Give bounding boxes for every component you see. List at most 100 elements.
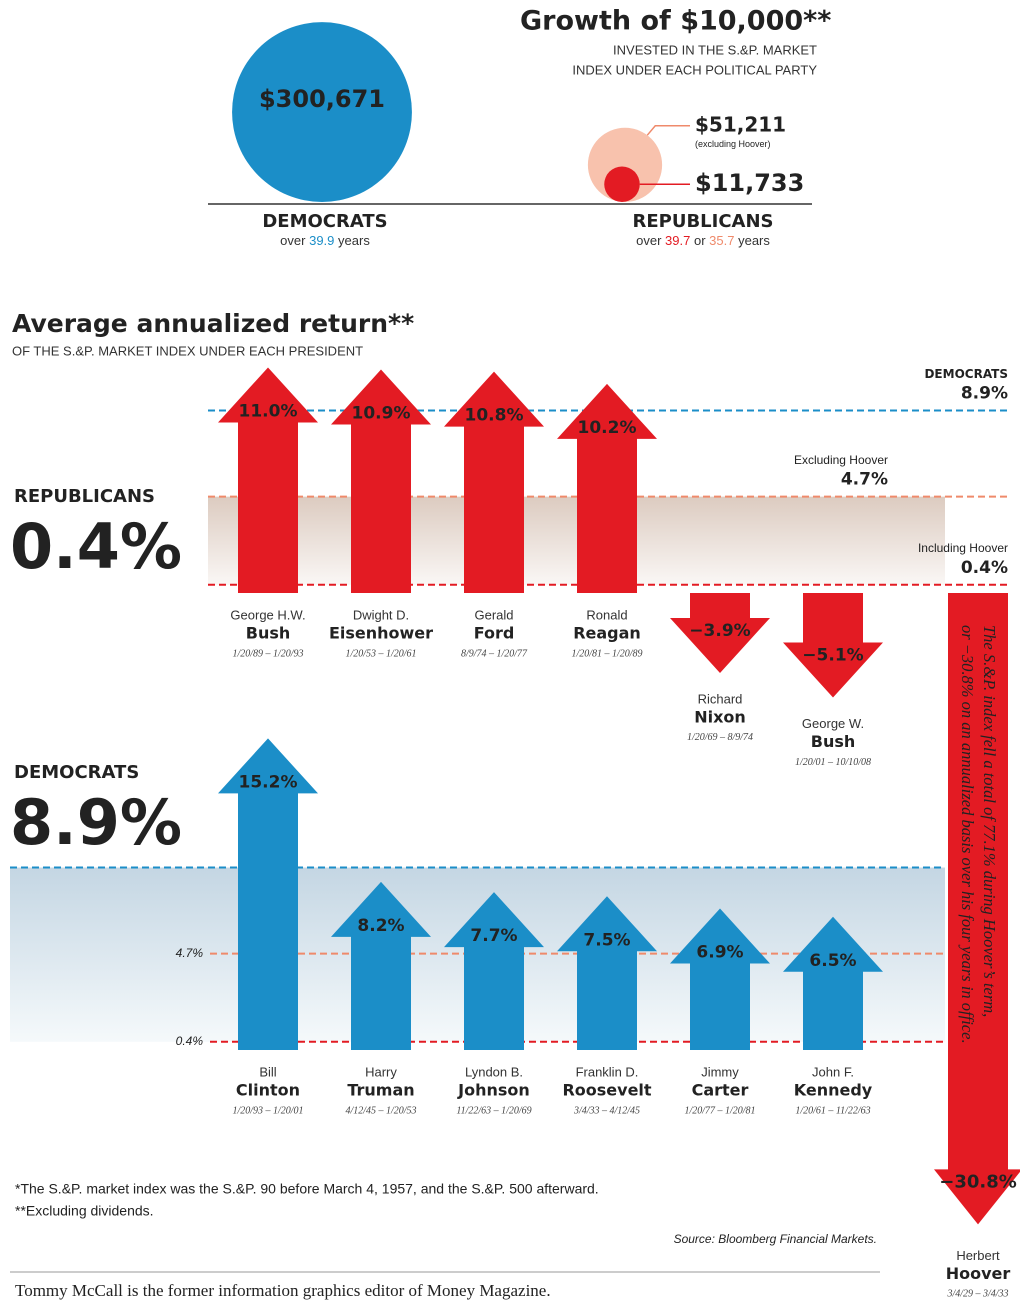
footnote: *The S.&P. market index was the S.&P. 90… [15,1181,599,1197]
reference-label: 0.4% [176,1034,204,1048]
reference-name: DEMOCRATS [924,367,1008,381]
term: 1/20/01 – 10/10/08 [795,757,871,768]
period-part: over [636,233,662,248]
term: 1/20/93 – 1/20/01 [232,1105,303,1116]
first-name: Jimmy [701,1064,739,1079]
arrow-label: 6.9% [696,943,743,963]
last-name: Clinton [236,1081,300,1100]
term: 3/4/29 – 3/4/33 [946,1289,1008,1300]
arrow [444,371,544,593]
last-name: Truman [347,1081,414,1100]
arrow-label: 10.8% [465,406,524,426]
arrow [331,881,431,1050]
party-name: REPUBLICANS [632,211,773,232]
arrow [783,916,883,1050]
first-name: George W. [802,716,864,731]
first-name: Gerald [474,607,513,622]
footnote: **Excluding dividends. [15,1203,154,1219]
bubble-title: Growth of $10,000** [520,6,831,37]
term: 1/20/53 – 1/20/61 [345,648,416,659]
group-name: DEMOCRATS [14,762,139,783]
term: 11/22/63 – 1/20/69 [456,1105,531,1116]
first-name: Bill [259,1064,276,1079]
arrow [444,892,544,1050]
party-name: DEMOCRATS [262,211,387,232]
period-part: over [280,233,306,248]
hoover-note: or −30.8% on an annualized basis over hi… [958,625,977,1044]
period-part: 39.9 [309,233,334,248]
arrow-label: 10.2% [578,418,637,438]
credit: Tommy McCall is the former information g… [15,1281,551,1300]
term: 8/9/74 – 1/20/77 [461,648,528,659]
arrow-title: Average annualized return** [12,309,414,338]
period-part: or [694,233,706,248]
arrow [670,593,770,673]
arrow-label: 7.5% [583,930,630,950]
term: 1/20/89 – 1/20/93 [232,648,303,659]
arrow [934,593,1020,1225]
arrow-label: 15.2% [239,772,298,792]
arrow-subtitle: OF THE S.&P. MARKET INDEX UNDER EACH PRE… [12,343,363,358]
arrow-label: 8.2% [357,916,404,936]
arrow-label: 6.5% [809,951,856,971]
first-name: Ronald [586,607,627,622]
arrow [218,738,318,1050]
first-name: Lyndon B. [465,1064,523,1079]
period-part: 39.7 [665,233,690,248]
arrow-label: 7.7% [470,926,517,946]
first-name: George H.W. [230,607,305,622]
party-period: over 39.7 or 35.7 years [636,233,770,248]
last-name: Nixon [694,707,746,726]
hoover-note: The S.&P. index fell a total of 77.1% du… [980,625,999,1017]
source: Source: Bloomberg Financial Markets. [674,1232,877,1246]
term: 1/20/69 – 8/9/74 [687,732,753,743]
leader-line [646,125,690,136]
bubble [604,166,640,202]
period-part: 35.7 [709,233,734,248]
last-name: Carter [692,1081,749,1100]
last-name: Hoover [946,1264,1011,1283]
first-name: Franklin D. [576,1064,639,1079]
bubble-label: $300,671 [259,85,385,113]
reference-label: 0.4% [961,558,1008,578]
reference-label: 4.7% [841,470,888,490]
arrow-label: 11.0% [239,402,298,422]
bubble-note: (excluding Hoover) [695,139,771,149]
arrow [783,593,883,698]
arrow-label: −30.8% [939,1171,1017,1192]
bubble-subtitle: INVESTED IN THE S.&P. MARKET [613,42,817,57]
reference-label: 8.9% [961,384,1008,404]
arrow-label: −5.1% [802,646,863,666]
period-part: years [338,233,370,248]
group-name: REPUBLICANS [14,486,155,507]
first-name: John F. [812,1064,854,1079]
arrow [557,896,657,1050]
band [208,496,945,585]
party-period: over 39.9 years [280,233,370,248]
reference-label: 4.7% [176,946,204,960]
arrow [331,369,431,593]
term: 4/12/45 – 1/20/53 [345,1105,416,1116]
group-headline: 8.9% [10,786,182,859]
bubble-subtitle: INDEX UNDER EACH POLITICAL PARTY [572,62,817,77]
last-name: Bush [246,624,291,643]
reference-name: Excluding Hoover [794,453,888,467]
last-name: Bush [811,732,856,751]
term: 1/20/77 – 1/20/81 [684,1105,755,1116]
first-name: Dwight D. [353,607,409,622]
period-part: years [738,233,770,248]
arrow [557,383,657,593]
first-name: Richard [698,691,743,706]
bubble-label: $11,733 [695,169,804,197]
last-name: Roosevelt [562,1081,651,1100]
term: 1/20/81 – 1/20/89 [571,648,642,659]
group-headline: 0.4% [10,510,182,583]
last-name: Kennedy [794,1081,873,1100]
last-name: Eisenhower [329,624,433,643]
bubble [232,22,412,202]
first-name: Harry [365,1064,397,1079]
arrow-label: 10.9% [352,404,411,424]
arrow [218,367,318,593]
last-name: Ford [474,624,515,643]
